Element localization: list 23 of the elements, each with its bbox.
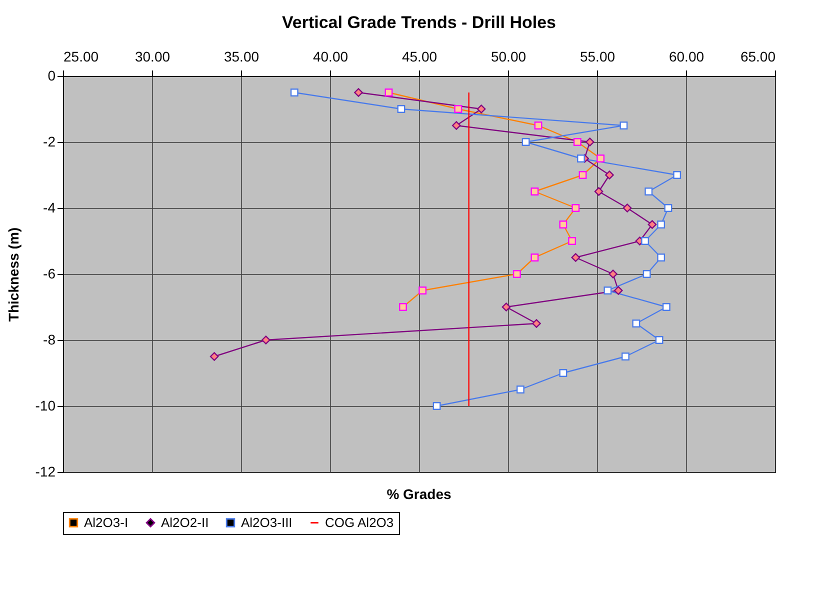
legend-label: Al2O2-II bbox=[161, 514, 209, 530]
y-tick-label: -8 bbox=[43, 332, 56, 348]
x-tick-label: 30.00 bbox=[134, 48, 170, 64]
y-tick-label: -10 bbox=[35, 398, 56, 414]
legend-label: COG Al2O3 bbox=[325, 514, 394, 530]
x-tick-label: 60.00 bbox=[668, 48, 704, 64]
x-tick-label: 35.00 bbox=[224, 48, 260, 64]
x-tick-label: 50.00 bbox=[490, 48, 526, 64]
x-tick-label: 25.00 bbox=[64, 48, 99, 64]
x-tick-label: 65.00 bbox=[740, 48, 776, 64]
x-tick-label: 45.00 bbox=[402, 48, 438, 64]
y-tick-label: -12 bbox=[35, 464, 56, 480]
y-tick-label: -2 bbox=[43, 134, 56, 150]
chart-title: Vertical Grade Trends - Drill Holes bbox=[282, 13, 556, 32]
x-tick-label: 55.00 bbox=[580, 48, 616, 64]
x-tick-label: 40.00 bbox=[312, 48, 348, 64]
y-tick-label: -4 bbox=[43, 200, 56, 216]
x-axis-title: % Grades bbox=[386, 486, 452, 502]
y-tick-label: -6 bbox=[43, 266, 56, 282]
y-axis-title: Thickness (m) bbox=[5, 227, 22, 322]
legend-label: Al2O3-III bbox=[241, 514, 292, 530]
y-tick-label: 0 bbox=[48, 68, 56, 84]
legend-label: Al2O3-I bbox=[84, 514, 128, 530]
